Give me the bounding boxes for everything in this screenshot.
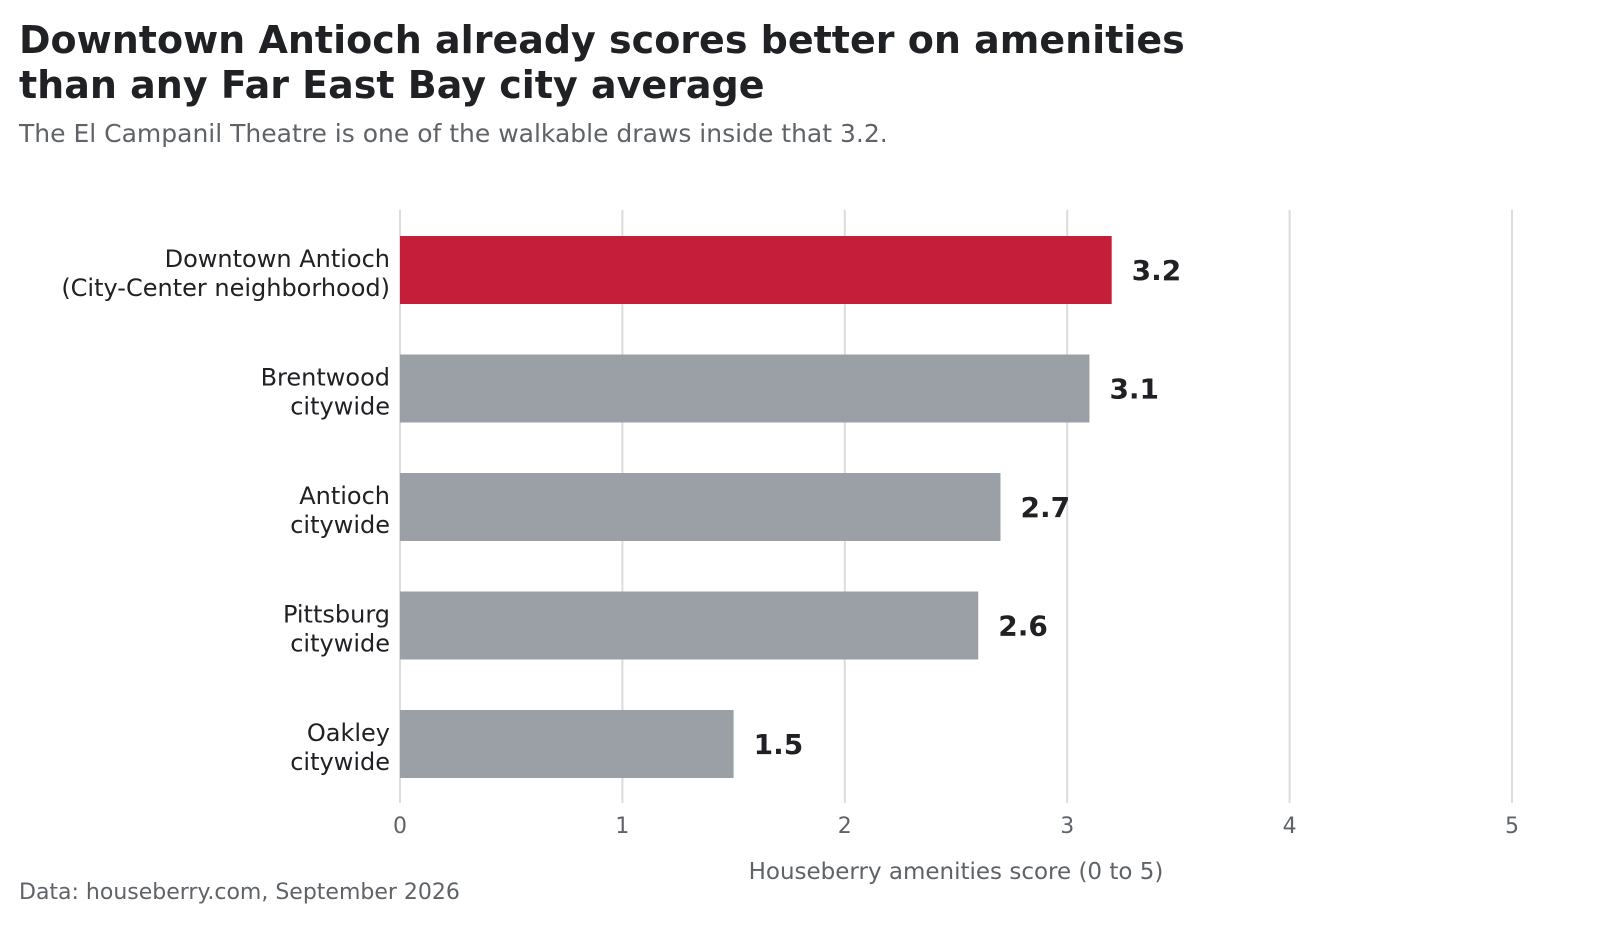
category-label-line: (City-Center neighborhood)	[61, 274, 390, 302]
x-tick-label: 2	[838, 814, 852, 839]
category-label-line: Pittsburg	[283, 601, 390, 629]
chart-title: Downtown Antioch already scores better o…	[19, 18, 1519, 108]
bar	[400, 710, 734, 778]
category-label: Brentwood citywide	[261, 364, 390, 421]
bar	[400, 591, 979, 660]
data-source-note: Data: houseberry.com, September 2026	[19, 880, 460, 905]
category-label: Antioch citywide	[290, 482, 390, 539]
value-label: 1.5	[754, 728, 804, 761]
chart-title-line-1: Downtown Antioch already scores better o…	[19, 18, 1185, 62]
chart-subtitle: The El Campanil Theatre is one of the wa…	[19, 119, 888, 148]
x-tick-label: 5	[1505, 814, 1519, 839]
category-label: Oakley citywide	[290, 719, 390, 776]
x-tick-label: 4	[1283, 814, 1297, 839]
chart-title-line-2: than any Far East Bay city average	[19, 63, 765, 107]
value-label: 3.2	[1132, 254, 1182, 287]
category-label-line: citywide	[290, 393, 390, 421]
bar	[400, 354, 1090, 423]
category-label-line: Oakley	[307, 719, 390, 747]
category-label: Downtown Antioch (City-Center neighborhoo…	[61, 245, 390, 302]
bar	[400, 236, 1112, 304]
x-tick-label: 1	[615, 814, 629, 839]
x-tick-label: 0	[393, 814, 407, 839]
category-label-line: Downtown Antioch	[165, 245, 390, 273]
category-label-line: Antioch	[299, 482, 390, 510]
x-axis-title: Houseberry amenities score (0 to 5)	[749, 859, 1164, 885]
value-label: 2.7	[1020, 491, 1070, 524]
category-label-line: citywide	[290, 748, 390, 776]
category-label-line: Brentwood	[261, 364, 390, 392]
x-tick-label: 3	[1060, 814, 1074, 839]
bar	[400, 473, 1001, 541]
category-label-line: citywide	[290, 630, 390, 658]
category-label: Pittsburg citywide	[283, 601, 390, 658]
value-label: 3.1	[1109, 373, 1159, 406]
category-label-line: citywide	[290, 511, 390, 539]
value-label: 2.6	[998, 610, 1048, 643]
